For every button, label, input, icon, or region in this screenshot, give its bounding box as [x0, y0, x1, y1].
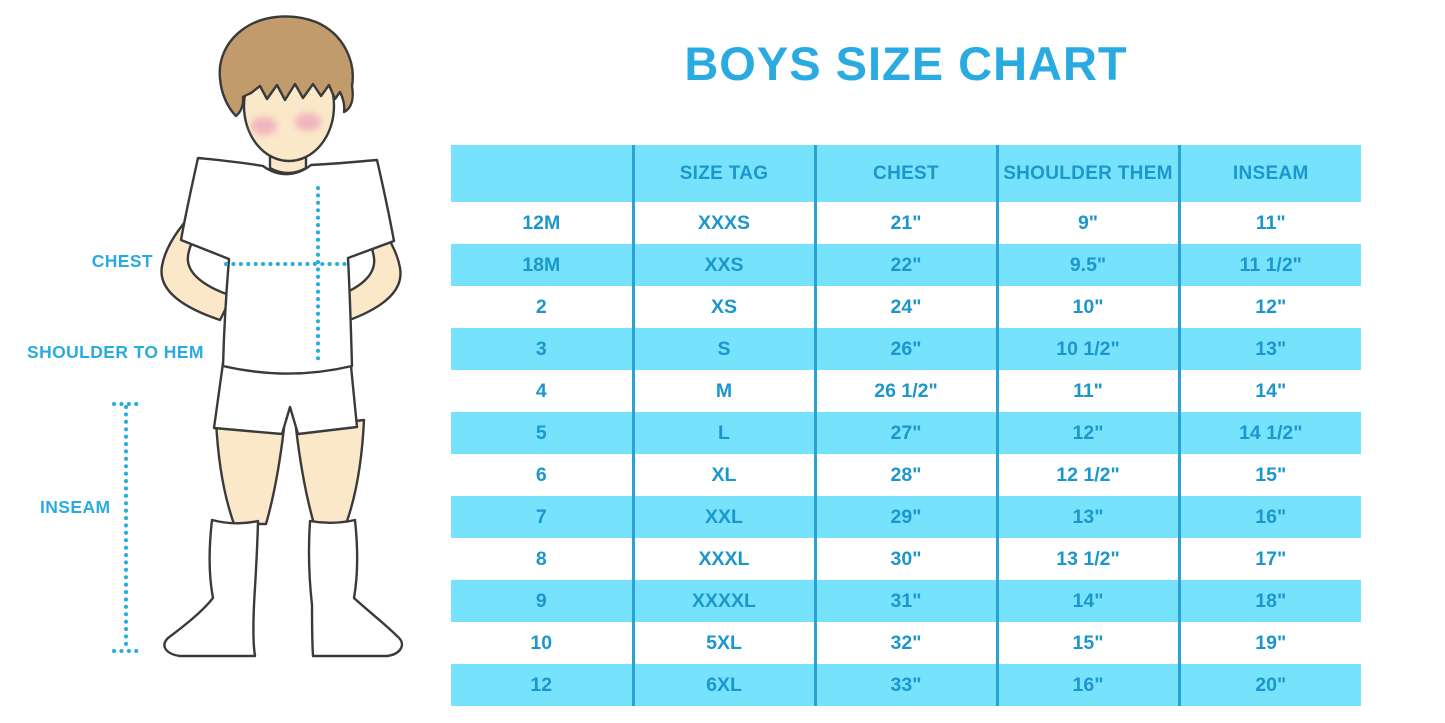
- table-cell: 19": [1177, 622, 1361, 664]
- table-cell: 12": [1177, 286, 1361, 328]
- column-header: SIZE TAG: [631, 145, 815, 202]
- right-blush: [295, 113, 321, 131]
- table-cell: M: [631, 370, 815, 412]
- right-sock: [307, 518, 404, 658]
- table-cell: 13 1/2": [995, 538, 1179, 580]
- table-cell: 18": [1177, 580, 1361, 622]
- boy-illustration: [112, 15, 404, 658]
- table-cell: 9: [451, 580, 633, 622]
- table-cell: 20": [1177, 664, 1361, 706]
- table-cell: XXXXL: [631, 580, 815, 622]
- table-row: 6 XL 28" 12 1/2" 15": [451, 454, 1361, 496]
- table-cell: 9.5": [995, 244, 1179, 286]
- table-row: 9 XXXXL 31" 14" 18": [451, 580, 1361, 622]
- table-row: 10 5XL 32" 15" 19": [451, 622, 1361, 664]
- table-cell: 10: [530, 631, 553, 654]
- table-cell: 11": [1177, 202, 1361, 244]
- table-cell: 8: [535, 547, 547, 570]
- table-row: 3 S 26" 10 1/2" 13": [451, 328, 1361, 370]
- table-cell: XL: [631, 454, 815, 496]
- table-cell: 14": [995, 580, 1179, 622]
- table-row: 12 6XL 33" 16" 20": [451, 664, 1361, 706]
- left-blush: [251, 117, 277, 135]
- table-cell: 15": [1177, 454, 1361, 496]
- table-cell: S: [631, 328, 815, 370]
- table-cell: 11 1/2": [1177, 244, 1361, 286]
- table-row: 2 XS 24" 10" 12": [451, 286, 1361, 328]
- table-cell: 16": [1177, 496, 1361, 538]
- table-cell: 26": [813, 328, 997, 370]
- table-cell: 10 1/2": [995, 328, 1179, 370]
- table-cell: 14 1/2": [1177, 412, 1361, 454]
- table-cell: 28": [813, 454, 997, 496]
- table-cell: XXS: [631, 244, 815, 286]
- table-cell: 4: [535, 379, 547, 402]
- table-cell: 18M: [451, 244, 633, 286]
- table-cell: 5: [451, 412, 633, 454]
- table-cell: 21": [813, 202, 997, 244]
- table-cell: 5XL: [631, 622, 815, 664]
- table-cell: 14": [1177, 370, 1361, 412]
- table-cell: 12 1/2": [995, 454, 1179, 496]
- size-table: SIZE TAG CHEST SHOULDER THEM INSEAM 12M XXXS…: [451, 145, 1361, 706]
- table-cell: 12: [451, 664, 633, 706]
- column-header: INSEAM: [1177, 145, 1361, 202]
- table-cell: 30": [813, 538, 997, 580]
- table-cell: 32": [813, 622, 997, 664]
- inseam-label: INSEAM: [40, 497, 111, 517]
- table-cell: XXXL: [631, 538, 815, 580]
- chest-label: CHEST: [91, 251, 153, 271]
- table-cell: 22": [813, 244, 997, 286]
- table-head: SIZE TAG CHEST SHOULDER THEM INSEAM: [451, 145, 1361, 202]
- table-header-row: SIZE TAG CHEST SHOULDER THEM INSEAM: [451, 145, 1361, 202]
- table-cell: 12M: [522, 211, 561, 234]
- table-cell: 27": [813, 412, 997, 454]
- table-row: 12M XXXS 21" 9" 11": [451, 202, 1361, 244]
- column-header: CHEST: [813, 145, 997, 202]
- table-cell: 3: [451, 328, 633, 370]
- right-leg: [294, 418, 366, 526]
- table-cell: 29": [813, 496, 997, 538]
- left-sock: [163, 518, 260, 658]
- table-cell: 13": [1177, 328, 1361, 370]
- table-cell: L: [631, 412, 815, 454]
- column-header: SHOULDER THEM: [995, 145, 1179, 202]
- hair: [218, 15, 354, 118]
- left-leg: [214, 418, 286, 526]
- table-cell: 33": [813, 664, 997, 706]
- table-row: 7 XXL 29" 13" 16": [451, 496, 1361, 538]
- table-body: 12M XXXS 21" 9" 11" 18M XXS 22" 9.5" 11 1/2" 2 XS 24…: [451, 202, 1361, 706]
- table-cell: 9": [995, 202, 1179, 244]
- table-row: 8 XXXL 30" 13 1/2" 17": [451, 538, 1361, 580]
- table-cell: 11": [995, 370, 1179, 412]
- table-cell: 2: [535, 295, 547, 318]
- table-cell: 10": [995, 286, 1179, 328]
- table-cell: XS: [631, 286, 815, 328]
- table-row: 18M XXS 22" 9.5" 11 1/2": [451, 244, 1361, 286]
- table-cell: 13": [995, 496, 1179, 538]
- table-cell: 6: [535, 463, 547, 486]
- table-cell: 24": [813, 286, 997, 328]
- table-row: 4 M 26 1/2" 11" 14": [451, 370, 1361, 412]
- table-cell: 31": [813, 580, 997, 622]
- table-cell: 26 1/2": [813, 370, 997, 412]
- column-header: [451, 145, 633, 202]
- page-title: BOYS SIZE CHART: [684, 37, 1128, 90]
- table-cell: XXL: [631, 496, 815, 538]
- table-cell: 6XL: [631, 664, 815, 706]
- table-cell: 15": [995, 622, 1179, 664]
- t-shirt: [179, 156, 396, 375]
- table-cell: 7: [451, 496, 633, 538]
- table-row: 5 L 27" 12" 14 1/2": [451, 412, 1361, 454]
- shoulder-to-hem-label: SHOULDER TO HEM: [27, 342, 204, 362]
- table-cell: XXXS: [631, 202, 815, 244]
- table-cell: 17": [1177, 538, 1361, 580]
- table-cell: 12": [995, 412, 1179, 454]
- table-cell: 16": [995, 664, 1179, 706]
